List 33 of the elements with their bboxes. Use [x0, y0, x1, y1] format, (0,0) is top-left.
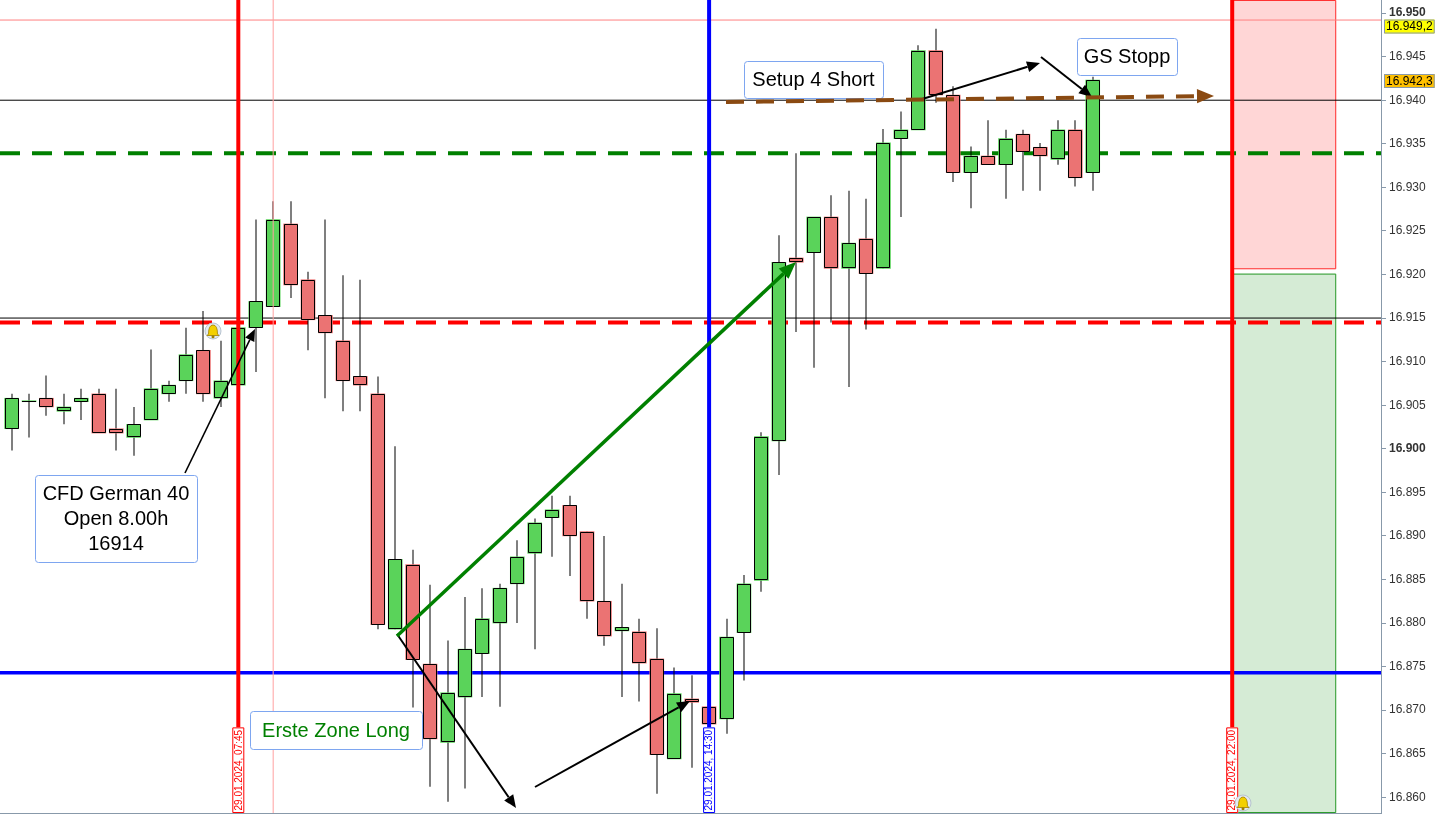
y-tick-label: 16.860: [1389, 789, 1427, 804]
y-tick-label: 16.870: [1389, 702, 1427, 717]
y-tick-label: 16.885: [1389, 571, 1427, 586]
y-tick-label: 16.895: [1389, 484, 1427, 499]
x-tick-label: 29.01.2024, 22:00: [1226, 729, 1238, 811]
y-tick-label: 16.935: [1389, 136, 1427, 151]
y-tick-label: 16.915: [1389, 310, 1427, 325]
annotation: GS Stopp: [1083, 45, 1171, 68]
y-tick-label: 16.910: [1389, 353, 1427, 368]
annotation: CFD German 40 Open 8.00h 16914: [42, 482, 190, 555]
candlestick: [684, 675, 699, 768]
annotation: Erste Zone Long: [262, 718, 410, 741]
y-tick-label: 16.865: [1389, 746, 1427, 761]
y-tick-label: 16.940: [1389, 92, 1427, 107]
y-tick-label: 16.905: [1389, 397, 1427, 412]
candlestick: [893, 111, 909, 217]
text: 16.942,3: [1386, 73, 1434, 88]
y-tick-label: 16.920: [1389, 266, 1427, 281]
y-tick-label: 16.945: [1389, 48, 1427, 63]
y-tick-label: 16.930: [1389, 179, 1427, 194]
y-tick-label: 16.880: [1389, 615, 1427, 630]
ref-line-label: 16.949,2: [1386, 19, 1434, 34]
x-tick-label: 29.01.2024, 14:30: [703, 729, 715, 811]
y-tick-label: 16.890: [1389, 528, 1427, 543]
candlestick: [614, 583, 630, 698]
y-tick-label: 16.875: [1389, 658, 1427, 673]
candlestick: [108, 388, 124, 451]
y-tick-label: 16.950: [1389, 5, 1427, 20]
x-tick-label: 29.01.2024, 07:45: [232, 729, 244, 811]
y-tick-label: 16.900: [1389, 441, 1427, 456]
annotation: Setup 4 Short: [752, 68, 876, 91]
candlestick: [21, 393, 37, 438]
y-tick-label: 16.925: [1389, 223, 1427, 238]
